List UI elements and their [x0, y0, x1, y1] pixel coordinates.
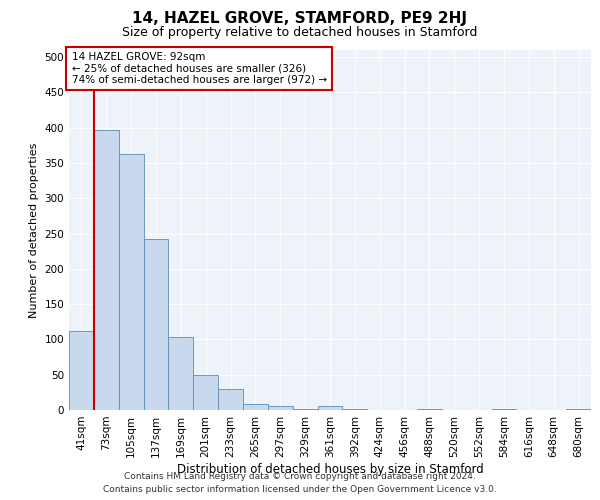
Text: 14 HAZEL GROVE: 92sqm
← 25% of detached houses are smaller (326)
74% of semi-det: 14 HAZEL GROVE: 92sqm ← 25% of detached …: [71, 52, 327, 85]
Bar: [218, 389, 243, 410]
Bar: [94, 130, 119, 410]
Bar: [119, 154, 143, 410]
X-axis label: Distribution of detached houses by size in Stamford: Distribution of detached houses by size …: [176, 462, 484, 475]
Text: Contains HM Land Registry data © Crown copyright and database right 2024.
Contai: Contains HM Land Registry data © Crown c…: [103, 472, 497, 494]
Bar: [143, 239, 169, 410]
Bar: [69, 331, 94, 410]
Bar: [193, 374, 218, 410]
Text: Size of property relative to detached houses in Stamford: Size of property relative to detached ho…: [122, 26, 478, 39]
Bar: [169, 338, 193, 410]
Y-axis label: Number of detached properties: Number of detached properties: [29, 142, 39, 318]
Text: 14, HAZEL GROVE, STAMFORD, PE9 2HJ: 14, HAZEL GROVE, STAMFORD, PE9 2HJ: [133, 12, 467, 26]
Bar: [317, 406, 343, 410]
Bar: [243, 404, 268, 410]
Bar: [293, 408, 317, 410]
Bar: [268, 406, 293, 410]
